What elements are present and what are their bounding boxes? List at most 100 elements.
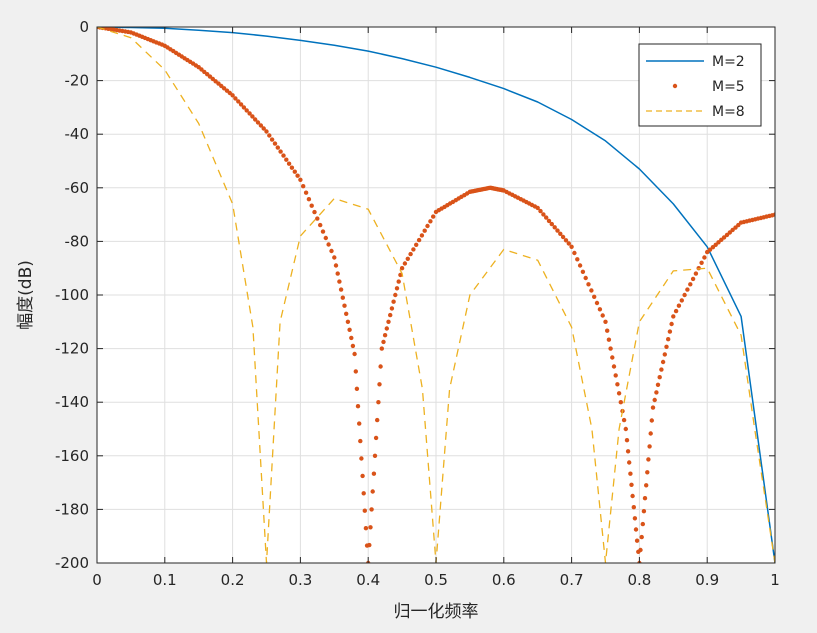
y-tick-label: -80 bbox=[65, 232, 90, 250]
series-m5-point bbox=[733, 225, 738, 230]
series-m5-point bbox=[244, 108, 249, 113]
series-m5-point bbox=[241, 105, 247, 110]
series-m5-point bbox=[592, 294, 597, 299]
series-m5-point bbox=[615, 382, 620, 387]
series-m5-point bbox=[402, 261, 408, 266]
series-m5-point bbox=[546, 218, 552, 224]
legend-box bbox=[638, 43, 762, 127]
series-m5-point bbox=[682, 292, 687, 298]
y-tick-label: -20 bbox=[65, 72, 90, 90]
series-m5-point bbox=[335, 271, 340, 276]
x-tick-label: 0 bbox=[92, 571, 102, 589]
series-m5-point bbox=[281, 153, 286, 158]
x-tick-label: 0.7 bbox=[560, 571, 584, 589]
series-m5-point bbox=[721, 235, 727, 240]
series-m5-point bbox=[563, 238, 569, 243]
series-m5-point bbox=[566, 241, 571, 246]
y-tick-label: -200 bbox=[55, 554, 89, 572]
series-m5-point bbox=[253, 117, 258, 122]
series-m5-point bbox=[688, 282, 693, 287]
series-m5-point bbox=[664, 344, 669, 349]
series-m5-point bbox=[632, 516, 638, 521]
series-m5-point bbox=[572, 250, 577, 256]
series-m5-point bbox=[628, 471, 633, 476]
series-m5-point bbox=[673, 308, 679, 314]
series-m5-point bbox=[344, 311, 349, 316]
series-m5-point bbox=[623, 426, 628, 432]
series-m5-point bbox=[560, 234, 566, 240]
series-m5-point bbox=[247, 111, 252, 116]
y-tick-label: -160 bbox=[55, 447, 89, 465]
series-m5-point bbox=[261, 126, 266, 131]
series-m5-point bbox=[627, 460, 632, 465]
series-m5-point bbox=[278, 149, 283, 154]
series-m5-point bbox=[284, 157, 289, 162]
series-m5-point bbox=[616, 391, 622, 396]
series-m5-point bbox=[600, 313, 605, 318]
series-m5-point bbox=[250, 114, 255, 119]
series-m5-point bbox=[586, 282, 591, 287]
series-m5-point bbox=[298, 177, 303, 182]
series-m5-point bbox=[707, 247, 713, 252]
series-m5-point bbox=[221, 86, 227, 91]
series-m5-point bbox=[369, 507, 374, 512]
series-m5-point bbox=[371, 471, 377, 476]
y-tick-label: 0 bbox=[79, 18, 89, 36]
series-m5-point bbox=[303, 190, 309, 195]
series-m5-point bbox=[361, 491, 366, 496]
series-m5-point bbox=[671, 314, 676, 319]
series-m5-point bbox=[373, 435, 379, 441]
series-m5-point bbox=[730, 227, 735, 233]
x-tick-label: 0.8 bbox=[627, 571, 651, 589]
series-m5-point bbox=[666, 337, 671, 342]
series-m5-point bbox=[638, 547, 643, 553]
series-m5-point bbox=[544, 215, 549, 220]
series-m5-point bbox=[379, 346, 384, 351]
series-m5-point bbox=[338, 287, 344, 292]
x-tick-label: 0.3 bbox=[288, 571, 312, 589]
series-m5-point bbox=[353, 369, 358, 374]
series-m5-point bbox=[388, 312, 393, 318]
series-m5-point bbox=[396, 279, 401, 284]
series-m5-point bbox=[772, 212, 775, 217]
series-m5-point bbox=[669, 321, 674, 327]
series-m5-point bbox=[699, 260, 704, 265]
series-m5-point bbox=[428, 219, 433, 224]
legend-label-m5: M=5 bbox=[712, 79, 745, 95]
series-m5-point bbox=[382, 333, 388, 338]
series-m8-line bbox=[97, 27, 775, 563]
series-m5-point bbox=[363, 526, 369, 531]
y-axis-label: 幅度(dB) bbox=[16, 260, 36, 330]
series-m5-point bbox=[349, 335, 354, 341]
x-axis-label: 归一化频率 bbox=[394, 602, 479, 622]
x-tick-label: 0.2 bbox=[221, 571, 245, 589]
series-m5-point bbox=[323, 235, 328, 241]
series-m5-point bbox=[693, 271, 699, 276]
series-m5-point bbox=[340, 295, 345, 300]
series-m5-point bbox=[654, 390, 659, 395]
x-tick-label: 0.4 bbox=[356, 571, 380, 589]
series-m5-point bbox=[621, 417, 627, 423]
series-m5-point bbox=[419, 233, 425, 238]
series-m5-point bbox=[318, 222, 323, 228]
series-m5-point bbox=[716, 240, 721, 245]
series-m5-point bbox=[358, 438, 363, 444]
series-m5-point bbox=[393, 292, 398, 298]
series-m5-point bbox=[309, 203, 314, 208]
series-m5-point bbox=[667, 329, 673, 334]
series-m5-point bbox=[431, 214, 436, 219]
series-m5-point bbox=[275, 145, 280, 150]
y-tick-label: -100 bbox=[55, 286, 89, 304]
series-m5-point bbox=[269, 137, 275, 142]
legend: M=2 M=5 M=8 bbox=[638, 43, 762, 127]
series-m5-point bbox=[315, 216, 320, 221]
series-m5-point bbox=[655, 382, 661, 387]
series-m5-point bbox=[646, 457, 651, 462]
series-m5-point bbox=[608, 346, 613, 351]
series-m5-point bbox=[552, 225, 557, 230]
series-m5-point bbox=[648, 431, 653, 436]
series-m5-point bbox=[702, 255, 707, 260]
series-m5-point bbox=[569, 244, 574, 249]
series-m5-point bbox=[345, 319, 351, 324]
series-m5-point bbox=[416, 237, 422, 243]
